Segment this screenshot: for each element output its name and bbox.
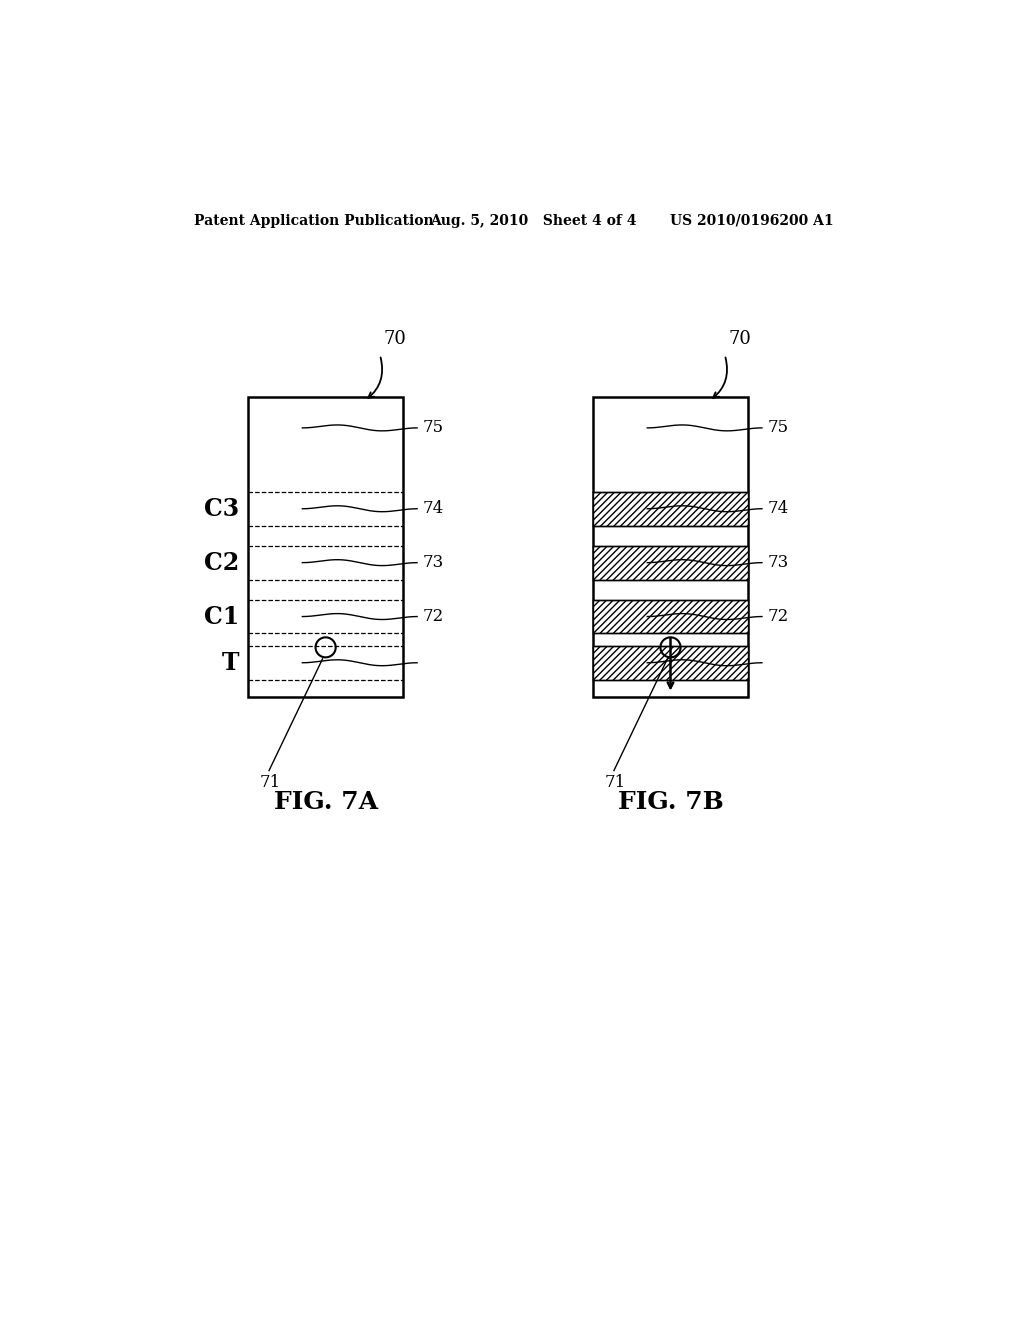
Text: 75: 75 bbox=[767, 420, 788, 437]
Bar bbox=[248, 397, 403, 697]
Text: FIG. 7A: FIG. 7A bbox=[273, 789, 378, 814]
Text: 71: 71 bbox=[260, 775, 281, 792]
Text: 71: 71 bbox=[604, 775, 626, 792]
Text: T: T bbox=[221, 651, 239, 675]
Text: 70: 70 bbox=[384, 330, 407, 348]
Text: 73: 73 bbox=[423, 554, 443, 572]
Text: 74: 74 bbox=[423, 500, 443, 517]
Text: 70: 70 bbox=[729, 330, 752, 348]
Bar bbox=[593, 492, 748, 525]
Bar bbox=[593, 599, 748, 634]
Text: 72: 72 bbox=[767, 609, 788, 626]
Bar bbox=[593, 397, 748, 697]
Bar bbox=[593, 645, 748, 680]
Text: Aug. 5, 2010   Sheet 4 of 4: Aug. 5, 2010 Sheet 4 of 4 bbox=[430, 214, 637, 228]
Text: Patent Application Publication: Patent Application Publication bbox=[194, 214, 433, 228]
Text: 74: 74 bbox=[767, 500, 788, 517]
Text: C3: C3 bbox=[204, 496, 239, 521]
Text: C1: C1 bbox=[204, 605, 239, 628]
Text: FIG. 7B: FIG. 7B bbox=[617, 789, 723, 814]
Text: 75: 75 bbox=[423, 420, 443, 437]
Text: C2: C2 bbox=[204, 550, 239, 574]
Bar bbox=[593, 545, 748, 579]
Text: 73: 73 bbox=[767, 554, 788, 572]
Text: US 2010/0196200 A1: US 2010/0196200 A1 bbox=[671, 214, 835, 228]
Text: 72: 72 bbox=[423, 609, 443, 626]
